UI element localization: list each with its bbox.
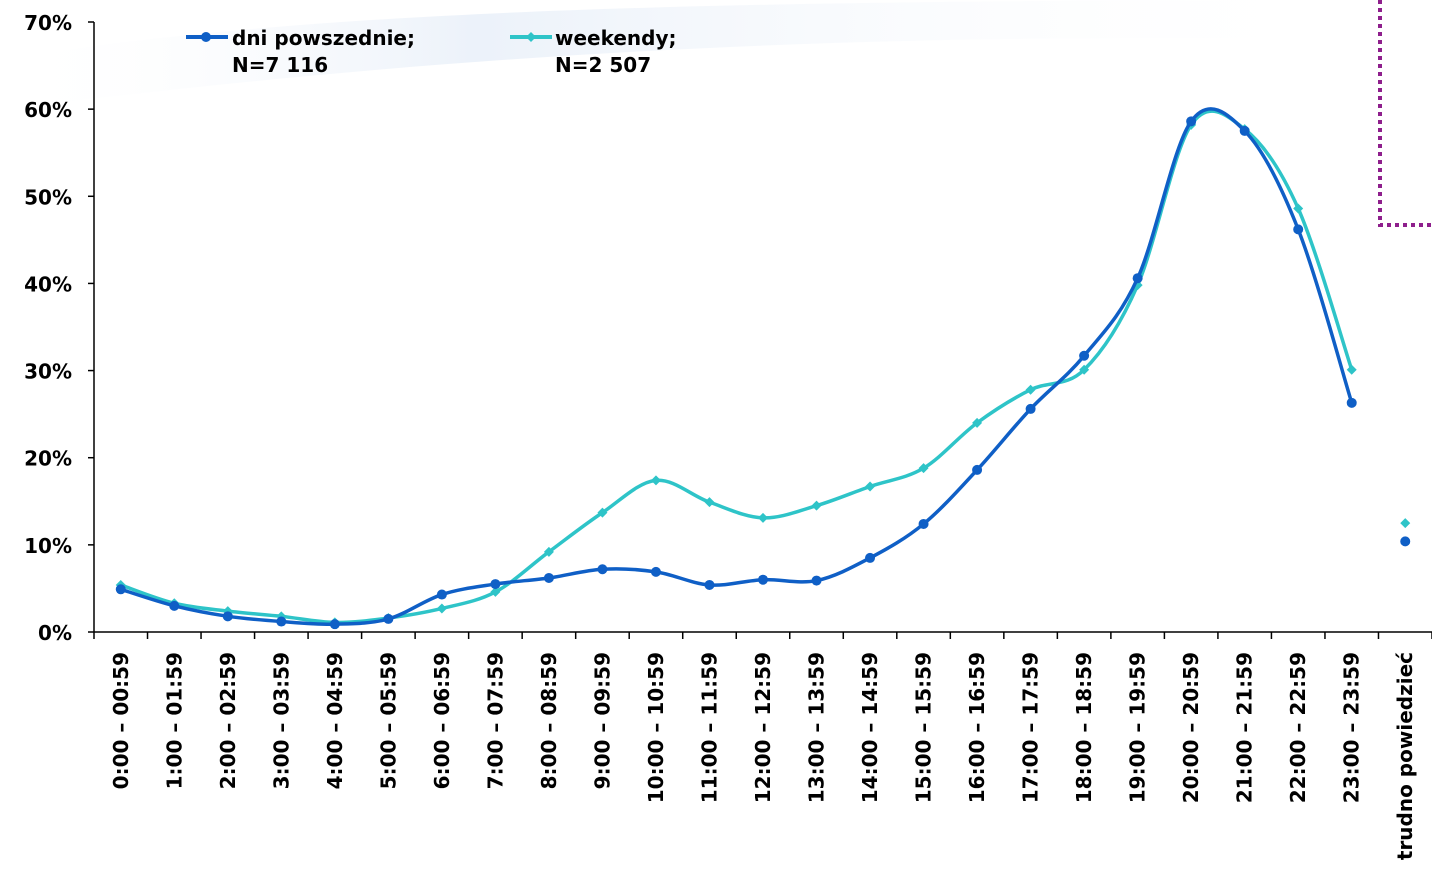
series-weekday-point xyxy=(1293,224,1304,235)
x-axis-tick-labels: 0:00 – 00:59 1:00 – 01:59 2:00 – 02:59 3:00… xyxy=(109,652,1417,860)
x-tick-label: 7:00 – 07:59 xyxy=(483,652,507,789)
y-tick-label: 0% xyxy=(38,621,72,645)
legend-weekend-label-line2: N=2 507 xyxy=(555,53,651,77)
series-weekday-point xyxy=(436,589,447,600)
legend-weekday-swatch-marker xyxy=(201,32,211,42)
series-weekday-point xyxy=(597,564,608,575)
series-weekday-point xyxy=(329,619,340,630)
y-tick-label: 10% xyxy=(24,534,72,558)
series-weekday-point xyxy=(972,464,983,475)
series-weekend-point xyxy=(650,475,661,486)
series-weekend-point xyxy=(543,546,554,557)
dotted-callout-frame xyxy=(1378,0,1432,227)
series-weekend-point xyxy=(918,463,929,474)
series-weekend-point xyxy=(490,586,501,597)
x-tick-label: 4:00 – 04:59 xyxy=(323,652,347,789)
series-weekday-point xyxy=(704,579,715,590)
legend-item-weekend: weekendy; N=2 507 xyxy=(510,26,677,77)
axes xyxy=(88,21,1432,639)
x-tick-label: 21:00 – 21:59 xyxy=(1233,652,1257,803)
x-tick-label: 5:00 – 05:59 xyxy=(376,652,400,789)
series-weekday-point xyxy=(1132,273,1143,284)
series-weekend xyxy=(115,109,1411,628)
series-weekend-point xyxy=(1025,384,1036,395)
series-weekday-point xyxy=(1079,350,1090,361)
series-weekday-point xyxy=(543,572,554,583)
y-tick-label: 20% xyxy=(24,447,72,471)
legend-weekend-swatch-marker xyxy=(526,32,536,42)
x-tick-label: 0:00 – 00:59 xyxy=(109,652,133,789)
x-tick-label: 23:00 – 23:59 xyxy=(1340,652,1364,803)
series-weekday-line xyxy=(120,107,1354,626)
series-weekday-point xyxy=(1025,403,1036,414)
x-tick-label: 11:00 – 11:59 xyxy=(697,652,721,803)
x-tick-label: 8:00 – 08:59 xyxy=(537,652,561,789)
x-tick-label: 17:00 – 17:59 xyxy=(1019,652,1043,803)
legend-item-weekday: dni powszednie; N=7 116 xyxy=(186,26,415,77)
x-tick-label: 2:00 – 02:59 xyxy=(216,652,240,789)
series-weekday-point xyxy=(276,616,287,627)
x-tick-label: 1:00 – 01:59 xyxy=(162,652,186,789)
series-weekday-point xyxy=(383,613,394,624)
x-tick-label: 16:00 – 16:59 xyxy=(965,652,989,803)
series-weekday-point xyxy=(811,575,822,586)
x-tick-label: 22:00 – 22:59 xyxy=(1286,652,1310,803)
series xyxy=(115,107,1411,630)
series-weekday-point xyxy=(1346,397,1357,408)
series-weekend-point xyxy=(811,500,822,511)
series-weekend-point xyxy=(597,507,608,518)
series-weekday-point xyxy=(222,611,233,622)
series-weekday-point xyxy=(1186,116,1197,127)
x-tick-label: 10:00 – 10:59 xyxy=(644,652,668,803)
y-tick-label: 50% xyxy=(24,185,72,209)
x-tick-label: 9:00 – 09:59 xyxy=(590,652,614,789)
series-weekday-point xyxy=(758,574,768,585)
series-weekend-point xyxy=(704,497,715,508)
series-weekend-point xyxy=(865,481,876,492)
series-weekday-point xyxy=(918,518,929,529)
series-weekday-point xyxy=(115,584,126,595)
legend-weekend-label-line1: weekendy; xyxy=(555,26,677,50)
series-weekend-point xyxy=(436,603,447,614)
series-weekday-point xyxy=(865,552,876,563)
x-tick-label: 14:00 – 14:59 xyxy=(858,652,882,803)
x-tick-label: 18:00 – 18:59 xyxy=(1072,652,1096,803)
x-tick-label: 15:00 – 15:59 xyxy=(912,652,936,803)
x-tick-label: 20:00 – 20:59 xyxy=(1179,652,1203,803)
series-weekend-point xyxy=(1293,203,1304,214)
legend: dni powszednie; N=7 116 weekendy; N=2 50… xyxy=(186,26,677,77)
y-tick-label: 30% xyxy=(24,360,72,384)
series-weekend-point xyxy=(758,512,768,523)
y-axis-tick-labels: 0% 10% 20% 30% 40% 50% 60% 70% xyxy=(24,11,72,645)
y-tick-label: 40% xyxy=(24,272,72,296)
series-weekday-point xyxy=(169,600,180,611)
x-tick-label: 13:00 – 13:59 xyxy=(805,652,829,803)
series-weekend-point xyxy=(972,417,983,428)
x-tick-label: 12:00 – 12:59 xyxy=(751,652,775,803)
series-weekend-point xyxy=(1400,518,1411,529)
y-tick-label: 70% xyxy=(24,11,72,35)
series-weekday-point xyxy=(1239,125,1250,136)
legend-weekday-label-line1: dni powszednie; xyxy=(232,26,415,50)
legend-weekday-label-line2: N=7 116 xyxy=(232,53,328,77)
y-tick-label: 60% xyxy=(24,98,72,122)
series-weekend-point xyxy=(1346,364,1357,375)
x-tick-label: 6:00 – 06:59 xyxy=(430,652,454,789)
x-tick-label: 19:00 – 19:59 xyxy=(1126,652,1150,803)
series-weekday-point xyxy=(1400,536,1411,547)
series-weekend-point xyxy=(1079,364,1090,375)
x-tick-label: trudno powiedzieć xyxy=(1393,652,1417,860)
series-weekday-point xyxy=(650,566,661,577)
series-weekday-point xyxy=(490,579,501,590)
series-weekday xyxy=(115,107,1411,630)
x-tick-label: 3:00 – 03:59 xyxy=(269,652,293,789)
